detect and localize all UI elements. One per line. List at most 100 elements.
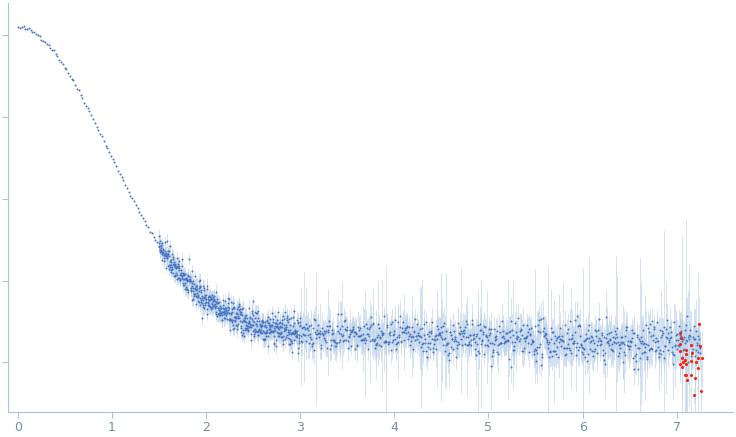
Point: [289, 308, 300, 315]
Point: [557, 337, 569, 344]
Point: [387, 331, 399, 338]
Point: [266, 328, 277, 335]
Point: [197, 300, 208, 307]
Point: [675, 341, 687, 348]
Point: [40, 41, 52, 48]
Point: [291, 334, 302, 341]
Point: [279, 326, 291, 333]
Point: [503, 336, 514, 343]
Point: [25, 26, 37, 33]
Point: [184, 274, 196, 281]
Point: [444, 329, 456, 336]
Point: [685, 353, 697, 360]
Point: [261, 330, 272, 337]
Point: [250, 308, 261, 315]
Point: [194, 284, 205, 291]
Point: [283, 340, 294, 347]
Point: [283, 327, 294, 334]
Point: [680, 350, 692, 357]
Point: [555, 336, 567, 343]
Point: [255, 323, 266, 329]
Point: [397, 318, 408, 325]
Point: [565, 317, 576, 324]
Point: [224, 326, 236, 333]
Point: [537, 314, 549, 321]
Point: [272, 309, 283, 316]
Point: [498, 334, 510, 341]
Point: [464, 331, 476, 338]
Point: [359, 340, 371, 347]
Point: [217, 309, 229, 316]
Point: [666, 348, 678, 355]
Point: [500, 337, 512, 344]
Point: [544, 348, 556, 355]
Point: [350, 329, 361, 336]
Point: [478, 330, 489, 337]
Point: [121, 185, 132, 192]
Point: [180, 285, 191, 292]
Point: [484, 340, 496, 347]
Point: [319, 337, 330, 344]
Point: [244, 320, 255, 327]
Point: [264, 323, 276, 330]
Point: [496, 317, 508, 324]
Point: [215, 310, 227, 317]
Point: [619, 333, 631, 340]
Point: [333, 330, 344, 337]
Point: [623, 342, 635, 349]
Point: [430, 332, 442, 339]
Point: [176, 272, 188, 279]
Point: [263, 326, 275, 333]
Point: [284, 340, 296, 347]
Point: [43, 41, 54, 48]
Point: [339, 337, 350, 344]
Point: [378, 312, 389, 319]
Point: [654, 350, 665, 357]
Point: [351, 341, 363, 348]
Point: [258, 321, 270, 328]
Point: [238, 332, 250, 339]
Point: [154, 246, 166, 253]
Point: [185, 277, 197, 284]
Point: [680, 361, 692, 368]
Point: [581, 335, 593, 342]
Point: [194, 295, 206, 302]
Point: [255, 317, 267, 324]
Point: [609, 334, 621, 341]
Point: [224, 316, 236, 323]
Point: [657, 332, 668, 339]
Point: [604, 336, 616, 343]
Point: [160, 252, 171, 259]
Point: [345, 329, 357, 336]
Point: [300, 320, 311, 327]
Point: [570, 339, 582, 346]
Point: [490, 332, 502, 339]
Point: [177, 281, 189, 288]
Point: [302, 327, 314, 334]
Point: [414, 325, 426, 332]
Point: [277, 312, 289, 319]
Point: [298, 332, 310, 339]
Point: [505, 327, 517, 334]
Point: [200, 298, 212, 305]
Point: [395, 338, 407, 345]
Point: [620, 323, 631, 330]
Point: [593, 335, 605, 342]
Point: [417, 348, 429, 355]
Point: [674, 347, 686, 354]
Point: [636, 338, 648, 345]
Point: [142, 224, 154, 231]
Point: [310, 331, 322, 338]
Point: [270, 342, 282, 349]
Point: [645, 332, 657, 339]
Point: [269, 328, 280, 335]
Point: [207, 297, 219, 304]
Point: [606, 346, 618, 353]
Point: [348, 328, 360, 335]
Point: [244, 317, 255, 324]
Point: [189, 291, 201, 298]
Point: [295, 337, 307, 344]
Point: [270, 337, 282, 344]
Point: [239, 327, 251, 334]
Point: [679, 333, 690, 340]
